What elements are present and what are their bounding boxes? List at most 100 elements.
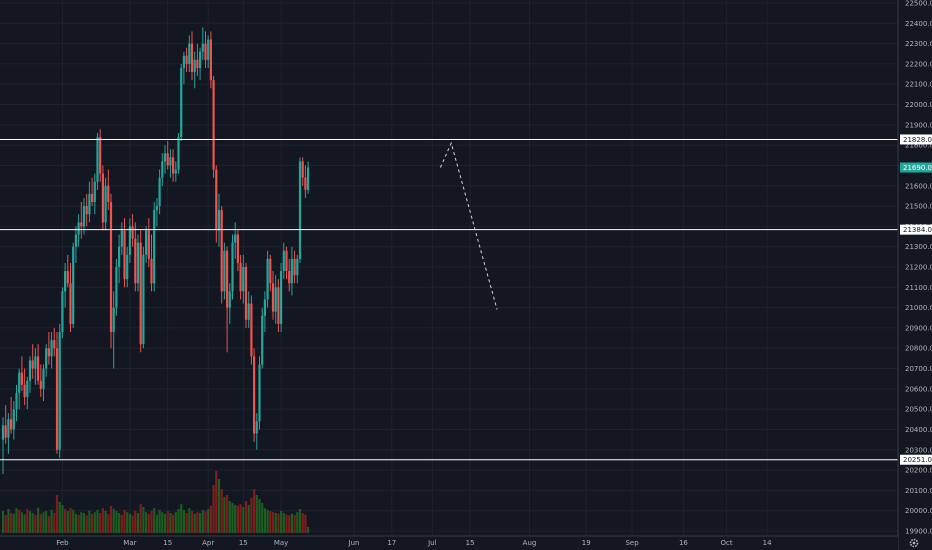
candle-body: [18, 372, 21, 393]
volume-bar: [134, 510, 137, 533]
candle-body: [99, 137, 102, 174]
time-tick-label: 17: [387, 539, 396, 547]
volume-bar: [158, 509, 161, 533]
volume-bar: [274, 513, 277, 533]
candle-body: [55, 348, 59, 450]
volume-bar: [282, 513, 285, 533]
volume-bar: [23, 514, 26, 533]
price-tick-label: 20400.0: [905, 426, 932, 434]
candle-body: [4, 425, 7, 438]
volume-bar: [263, 508, 266, 533]
candle-body: [172, 157, 175, 174]
candle-body: [101, 173, 104, 223]
volume-bar: [1, 511, 5, 533]
horizontal-levels: [0, 138, 898, 461]
candle-body: [226, 250, 229, 308]
volume-bar: [82, 513, 86, 533]
volume-bar: [150, 511, 153, 533]
price-tick-label: 20300.0: [905, 446, 932, 454]
candle-body: [185, 55, 188, 64]
volume-bar: [28, 511, 32, 533]
volume-bar: [42, 512, 45, 533]
gear-icon[interactable]: [909, 538, 919, 548]
volume-bar: [50, 509, 53, 533]
price-tick-label: 21200.0: [905, 264, 932, 272]
candle-body: [10, 419, 13, 430]
volume-bar: [47, 516, 50, 533]
candle-body: [42, 368, 45, 389]
candle-body: [199, 51, 202, 68]
volume-bar: [88, 510, 91, 533]
volume-bar: [69, 508, 72, 533]
candle-body: [45, 348, 48, 369]
price-tick-label: 21800.0: [905, 142, 932, 150]
time-tick-label: 14: [763, 539, 772, 547]
candle-body: [307, 167, 310, 190]
level-tag: [900, 134, 932, 145]
candle-body: [258, 364, 261, 422]
volume-bar: [26, 509, 29, 533]
volume-bar: [250, 497, 253, 533]
volume-bar: [258, 499, 261, 533]
time-axis[interactable]: Feb Mar 15 Apr 15 May Jun 17 Jul 15 Aug 19 Sep 16 Oct 1…: [0, 535, 898, 550]
volume-bar: [177, 509, 180, 533]
time-tick-label: 19: [582, 539, 591, 547]
candle-body: [82, 206, 86, 227]
volume-bar: [231, 503, 234, 533]
price-axis[interactable]: 19900.0 20000.0 20100.0 20200.0 20300.0 20400…: [897, 0, 932, 550]
candle-body: [193, 59, 196, 73]
candle-body: [180, 67, 183, 138]
candle-body: [34, 356, 37, 369]
candle-body: [282, 250, 285, 272]
price-tick-label: 21500.0: [905, 203, 932, 211]
volume-bar: [180, 504, 183, 533]
candle-body: [115, 267, 118, 308]
candle-body: [147, 230, 150, 259]
volume-bar: [72, 509, 75, 533]
candle-body: [23, 384, 26, 397]
volume-bar: [255, 495, 258, 533]
level-tag: [900, 454, 932, 465]
grid: [0, 0, 898, 536]
price-tick-label: 20500.0: [905, 406, 932, 414]
candle-body: [150, 258, 153, 284]
last-price-tag: [900, 162, 932, 173]
candle-body: [58, 331, 61, 450]
volume-bar: [34, 515, 37, 533]
time-tick-label: 16: [679, 539, 688, 547]
volume-bar: [104, 511, 107, 533]
candle-body: [161, 161, 164, 178]
volume-bar: [61, 505, 64, 533]
candle-body: [242, 267, 245, 292]
candle-body: [266, 258, 269, 300]
volume-bar: [128, 513, 131, 533]
volume-bar: [142, 507, 145, 533]
candle-body: [285, 250, 288, 272]
price-tick-label: 21600.0: [905, 182, 932, 190]
volume-bar: [253, 489, 256, 533]
candle-body: [163, 153, 167, 162]
price-tick-label: 20200.0: [905, 467, 932, 475]
volume-bar: [307, 527, 310, 533]
candle-body: [207, 39, 210, 60]
candle-body: [15, 392, 18, 410]
candle-body: [301, 161, 304, 178]
volume-bar: [112, 509, 115, 533]
volume-bar: [120, 515, 123, 533]
candle-body: [188, 43, 191, 64]
price-tick-label: 22500.0: [905, 0, 932, 8]
candle-body: [28, 360, 32, 381]
volume-bar: [80, 512, 83, 533]
volume-bar: [107, 514, 110, 533]
candle-body: [118, 246, 121, 267]
volume-bar: [74, 513, 77, 533]
volume-bar: [271, 512, 275, 533]
forecast-path: [439, 141, 498, 310]
time-axis-background: [0, 536, 898, 550]
volume-bar: [226, 495, 229, 533]
volume-bar: [166, 511, 169, 533]
volume-bar: [10, 513, 13, 533]
candle-body: [26, 380, 29, 397]
candle-body: [244, 267, 248, 320]
candle-body: [120, 230, 123, 247]
